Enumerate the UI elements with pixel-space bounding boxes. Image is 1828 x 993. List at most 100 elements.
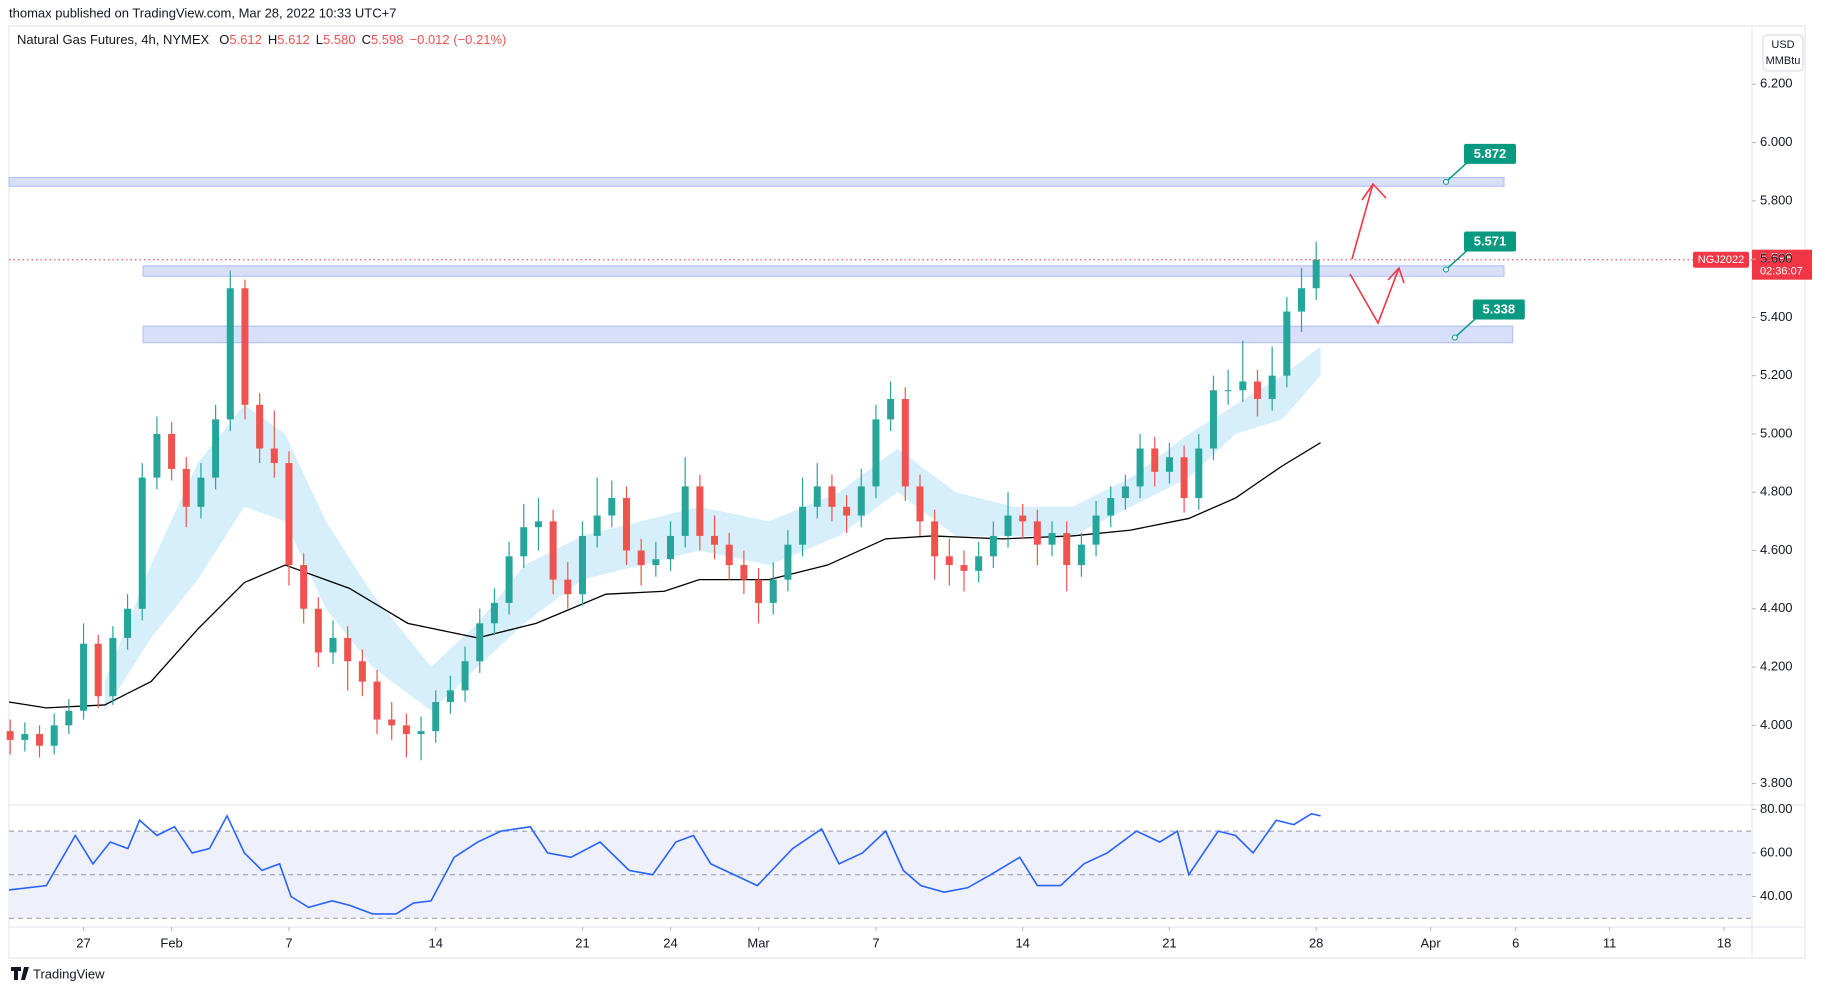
zone (142, 325, 1514, 344)
x-tick-label: 7 (872, 935, 879, 950)
candle-body (755, 579, 763, 603)
candle-body (197, 477, 205, 507)
candle-body (1180, 457, 1188, 499)
candle-body (578, 535, 586, 595)
legend-value: 5.580 (323, 32, 356, 47)
candle-body (285, 463, 293, 566)
candle-body (593, 515, 601, 536)
candle-body (505, 556, 513, 603)
brand-name: TradingView (33, 966, 105, 981)
candle-body (314, 608, 322, 653)
candle-body (1063, 533, 1071, 566)
unit: MMBtu (1766, 55, 1801, 67)
candle-body (989, 535, 997, 557)
legend-value: 5.598 (371, 32, 404, 47)
unit-button[interactable] (1762, 34, 1804, 72)
candle-body (1298, 288, 1306, 312)
candle-body (945, 556, 953, 566)
candle-body (799, 506, 807, 545)
arrow-dip (1349, 267, 1400, 325)
y-tick-label: 60.00 (1760, 844, 1793, 859)
ticker-box (1693, 251, 1749, 268)
candle-body (402, 725, 410, 735)
zone (142, 265, 1505, 277)
y-tick-label: 6.200 (1760, 76, 1793, 91)
countdown: 02:36:07 (1760, 266, 1803, 278)
zone-layer (8, 177, 1514, 344)
price-box (1752, 249, 1812, 280)
brand: TradingView (11, 966, 105, 981)
candle-body (1004, 515, 1012, 536)
legend-title: Natural Gas Futures, 4h, NYMEX (17, 32, 210, 47)
x-tick-label: 6 (1512, 935, 1519, 950)
candle-body (1224, 390, 1232, 392)
candle-body (256, 404, 264, 449)
ticker: NGJ2022 (1698, 254, 1744, 266)
x-tick-label: 18 (1717, 935, 1731, 950)
candle-body (226, 288, 234, 420)
zone-label-box (1472, 299, 1525, 320)
candle-body (1151, 448, 1159, 472)
candle-body (94, 643, 102, 697)
candle-body (329, 637, 337, 653)
candle-body (344, 637, 352, 662)
candle-body (1019, 515, 1027, 522)
candle-body (872, 419, 880, 487)
y-tick-label: 5.200 (1760, 367, 1793, 382)
candle-body (1048, 533, 1056, 545)
candle-body (388, 719, 396, 726)
y-tick-label: 6.000 (1760, 134, 1793, 149)
arrow-head (1387, 266, 1405, 284)
candle-body (901, 398, 909, 487)
candle-body (373, 681, 381, 720)
y-tick-label: 4.400 (1760, 600, 1793, 615)
candle-body (857, 486, 865, 516)
candle-body (960, 565, 968, 571)
zone-label: 5.872 (1474, 146, 1507, 161)
candle-body (622, 498, 630, 551)
zone-pointer (1445, 249, 1469, 271)
y-tick-label: 4.000 (1760, 717, 1793, 732)
x-tick-label: 21 (1162, 935, 1176, 950)
legend-key: L (316, 32, 323, 47)
candle-body (36, 734, 44, 746)
candle-body (212, 419, 220, 478)
x-tick-label: 14 (1015, 935, 1029, 950)
brand-logo (11, 967, 29, 980)
candle-body (520, 527, 528, 557)
candle-body (1165, 457, 1173, 472)
legend-value: 5.612 (277, 32, 310, 47)
candle-body (270, 448, 278, 464)
x-tick-label: Feb (160, 935, 182, 950)
candle-body (637, 550, 645, 566)
candle-body (446, 690, 454, 703)
legend-key: H (268, 32, 277, 47)
y-tick-label: 4.800 (1760, 484, 1793, 499)
zone-pointer (1454, 316, 1478, 339)
frame (8, 25, 1806, 959)
zone-pointer (1445, 161, 1469, 183)
legend-value: 5.612 (229, 32, 262, 47)
candle-body (696, 486, 704, 536)
y-tick-label: 5.600 (1760, 251, 1793, 266)
candle-body (241, 288, 249, 405)
candle-body (1239, 381, 1247, 391)
legend-key: C (362, 32, 371, 47)
y-tick-label: 4.200 (1760, 658, 1793, 673)
candle-body (1312, 259, 1320, 289)
y-tick-label: 3.800 (1760, 775, 1793, 790)
zone-label-box (1464, 231, 1517, 252)
candle-body (681, 486, 689, 536)
ma-layer (8, 442, 1321, 709)
candle-body (740, 565, 748, 580)
candle-body (182, 468, 190, 507)
arrow-up (1351, 183, 1374, 260)
candle-body (931, 521, 939, 557)
rsi-line (8, 812, 1321, 915)
published-note: thomax published on TradingView.com, Mar… (9, 5, 396, 20)
zone-point (1443, 266, 1450, 273)
candle-body (1195, 448, 1203, 499)
last-price: 5.598 (1760, 250, 1793, 265)
moving-average (8, 442, 1321, 709)
